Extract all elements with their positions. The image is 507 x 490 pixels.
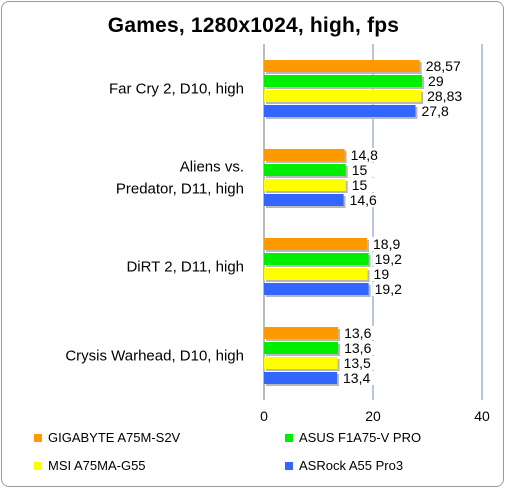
bar bbox=[264, 342, 339, 354]
legend-item: GIGABYTE A75M-S2V bbox=[34, 430, 180, 445]
legend-swatch bbox=[285, 433, 293, 442]
data-label-bg bbox=[372, 252, 413, 266]
data-label-bg bbox=[423, 59, 464, 73]
x-tick-label: 0 bbox=[260, 408, 268, 424]
data-label-bg bbox=[348, 148, 389, 162]
bar bbox=[264, 105, 416, 117]
data-label: 13,5 bbox=[344, 355, 371, 371]
data-label: 19,2 bbox=[375, 281, 402, 297]
bar bbox=[264, 179, 346, 191]
data-label-bg bbox=[349, 178, 390, 192]
bar bbox=[264, 372, 338, 384]
legend-item: MSI A75MA-G55 bbox=[34, 458, 146, 473]
category-label: Aliens vs. Predator, D11, high bbox=[116, 159, 244, 198]
legend-label: MSI A75MA-G55 bbox=[48, 458, 146, 473]
data-label-bg bbox=[342, 326, 383, 340]
bar bbox=[264, 164, 346, 176]
data-label-bg bbox=[349, 163, 390, 177]
category-label: Far Cry 2, D10, high bbox=[109, 81, 244, 98]
data-label: 28,83 bbox=[427, 88, 462, 104]
data-label-bg bbox=[371, 237, 412, 251]
bar bbox=[264, 253, 369, 265]
bar bbox=[264, 357, 338, 369]
data-label: 19,2 bbox=[375, 251, 402, 267]
bar bbox=[264, 149, 345, 161]
data-label: 28,57 bbox=[426, 58, 461, 74]
data-label: 29 bbox=[428, 73, 444, 89]
data-label-bg bbox=[341, 356, 382, 370]
bar bbox=[264, 60, 420, 72]
data-label: 13,6 bbox=[344, 340, 371, 356]
data-label-bg bbox=[419, 104, 460, 118]
data-label: 15 bbox=[352, 162, 368, 178]
legend-item: ASUS F1A75-V PRO bbox=[285, 430, 421, 445]
x-tick-label: 40 bbox=[474, 408, 490, 424]
chart-legend: GIGABYTE A75M-S2V ASUS F1A75-V PRO MSI A75… bbox=[30, 430, 490, 482]
data-label-bg bbox=[425, 89, 466, 103]
legend-swatch bbox=[34, 461, 42, 470]
data-label: 15 bbox=[352, 177, 368, 193]
data-label-bg bbox=[347, 193, 388, 207]
bar bbox=[264, 283, 369, 295]
data-label-bg bbox=[341, 371, 382, 385]
legend-label: GIGABYTE A75M-S2V bbox=[48, 430, 181, 445]
data-label: 18,9 bbox=[373, 236, 400, 252]
legend-swatch bbox=[285, 461, 293, 470]
bar bbox=[264, 238, 368, 250]
bar bbox=[264, 75, 423, 87]
data-label-bg bbox=[426, 74, 467, 88]
data-label: 27,8 bbox=[422, 103, 449, 119]
x-tick-label: 20 bbox=[365, 408, 381, 424]
bar bbox=[264, 327, 339, 339]
bar bbox=[264, 194, 344, 206]
bar bbox=[264, 90, 422, 102]
data-label: 14,8 bbox=[351, 147, 378, 163]
legend-label: ASRock A55 Pro3 bbox=[299, 458, 404, 473]
bar bbox=[264, 268, 368, 280]
legend-label: ASUS F1A75-V PRO bbox=[299, 430, 422, 445]
data-label-bg bbox=[371, 267, 412, 281]
data-label-bg bbox=[372, 282, 413, 296]
chart-title: Games, 1280x1024, high, fps bbox=[107, 14, 400, 37]
legend-item: ASRock A55 Pro3 bbox=[285, 458, 403, 473]
data-label: 13,4 bbox=[343, 370, 370, 386]
category-label: DiRT 2, D11, high bbox=[126, 259, 244, 276]
category-label: Crysis Warhead, D10, high bbox=[65, 348, 244, 365]
data-label-bg bbox=[342, 341, 383, 355]
legend-swatch bbox=[34, 433, 42, 442]
data-label: 14,6 bbox=[350, 192, 377, 208]
data-label: 13,6 bbox=[344, 325, 371, 341]
data-label: 19 bbox=[374, 266, 390, 282]
